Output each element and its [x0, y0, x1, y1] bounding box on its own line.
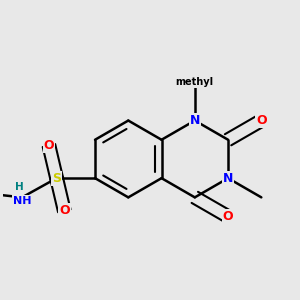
Text: N: N	[223, 172, 233, 185]
Text: H: H	[15, 182, 24, 192]
Text: O: O	[256, 114, 267, 127]
Text: O: O	[44, 139, 54, 152]
Text: methyl: methyl	[197, 76, 202, 77]
Text: O: O	[223, 210, 233, 223]
Text: N: N	[190, 114, 200, 127]
Text: methyl: methyl	[176, 77, 214, 87]
Text: S: S	[52, 172, 61, 185]
Text: O: O	[59, 204, 70, 217]
Text: NH: NH	[13, 196, 31, 206]
